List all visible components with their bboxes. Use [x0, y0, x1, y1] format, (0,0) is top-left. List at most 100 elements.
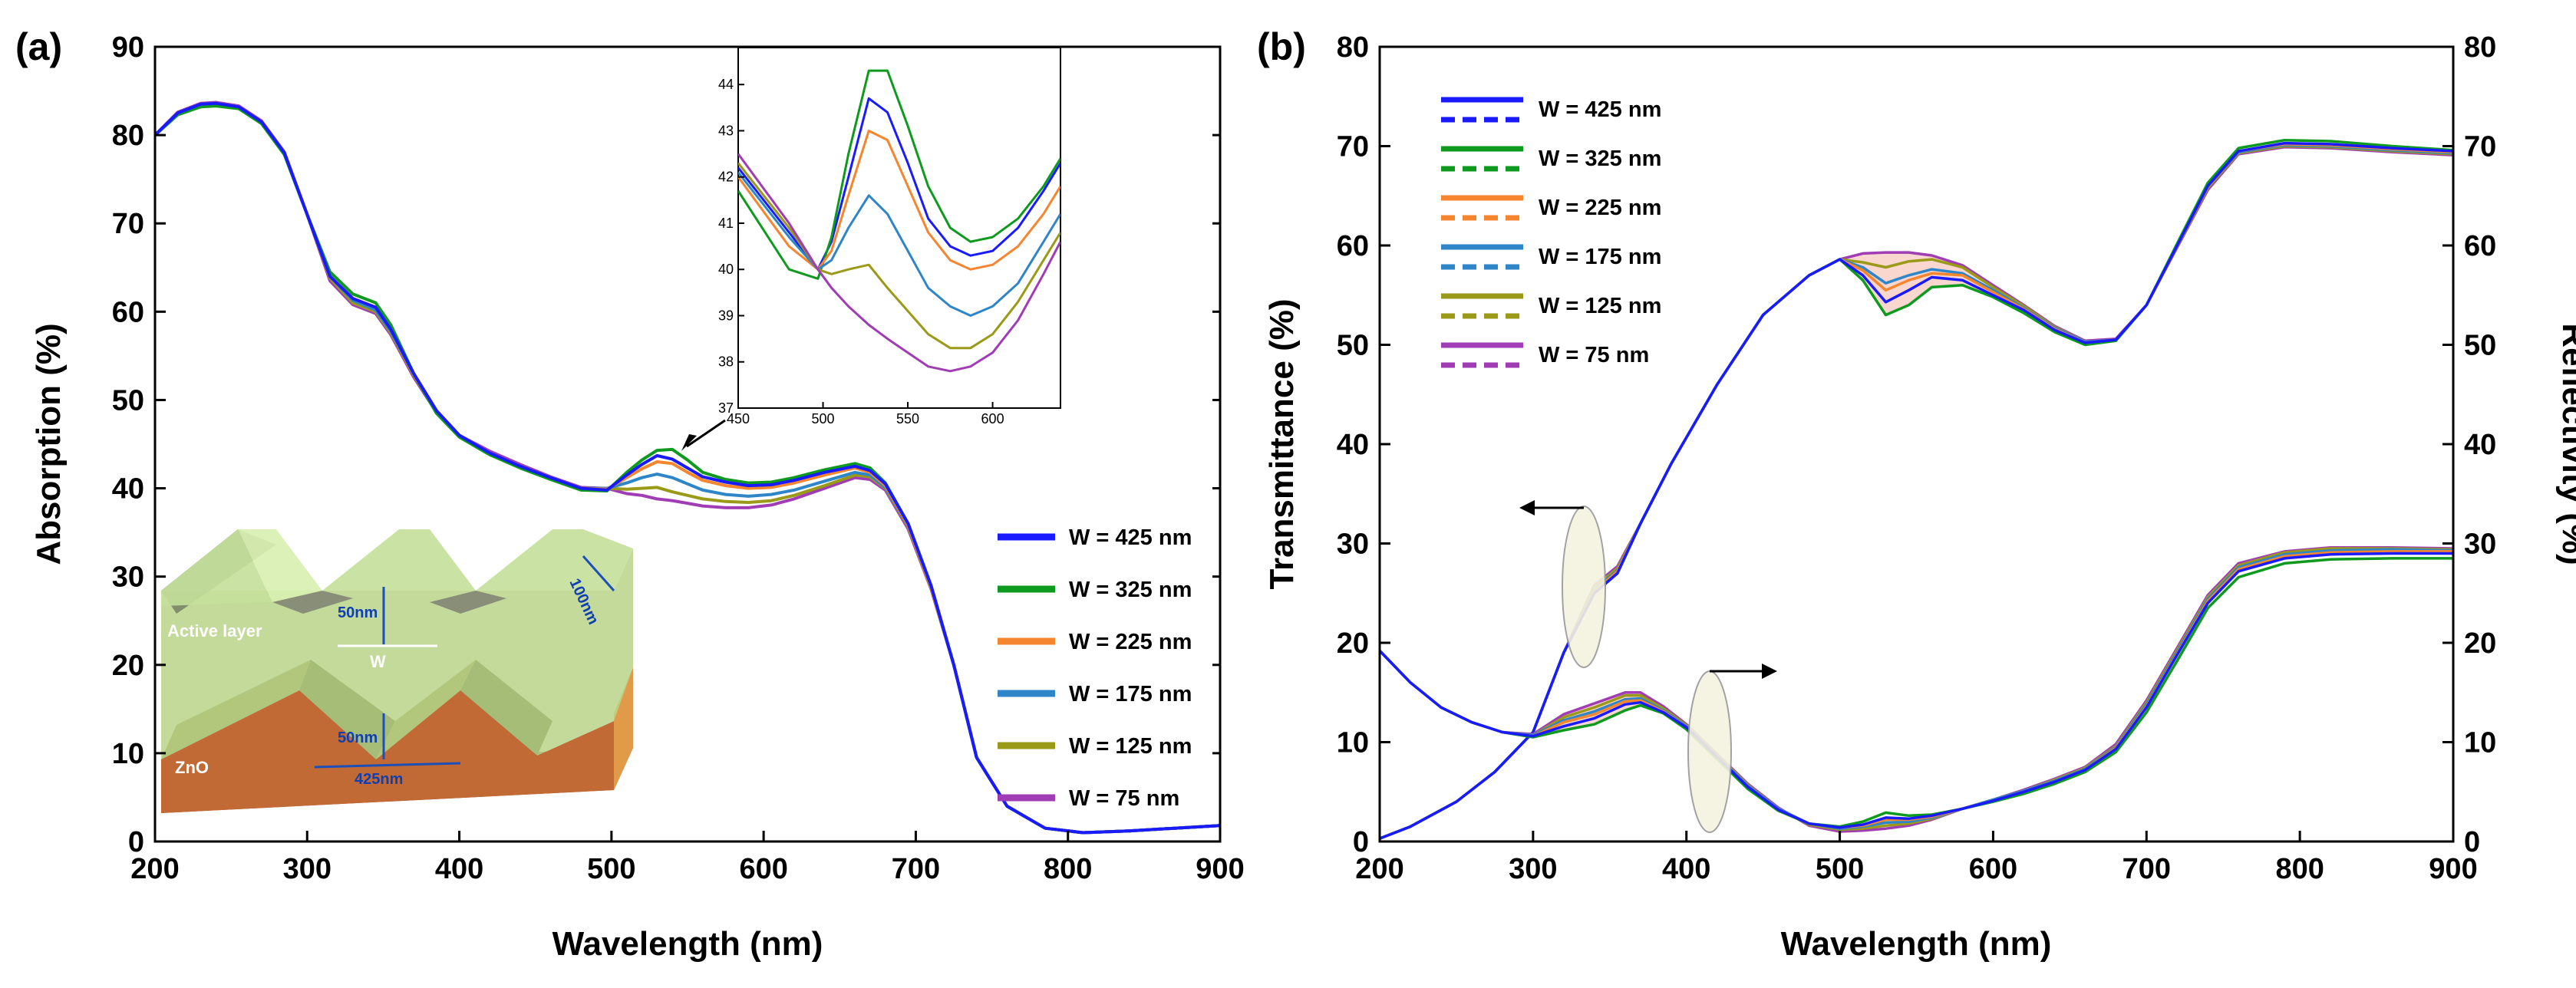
active-layer-ridge-3 — [476, 529, 633, 591]
legend-label-a-w-125-nm: W = 125 nm — [1069, 734, 1192, 759]
reflectivity-line-w-75-nm — [1380, 545, 2453, 833]
legend-label-b-w-325-nm: W = 325 nm — [1539, 147, 1661, 171]
y-tick-label-a: 80 — [112, 120, 144, 152]
inset-x-tick-label: 600 — [981, 411, 1004, 426]
active-layer-ridge-1 — [161, 529, 272, 606]
inset-series-line-w-75-nm — [738, 153, 1060, 373]
y-tick-label-a: 40 — [112, 473, 144, 506]
y-tick-label-a: 10 — [112, 738, 144, 770]
x-axis-title-a: Wavelength (nm) — [552, 925, 823, 963]
legend-label-a-w-325-nm: W = 325 nm — [1069, 578, 1192, 602]
y2-tick-label-b: 30 — [2464, 529, 2496, 561]
y-tick-label-a: 60 — [112, 296, 144, 328]
inset-pointer-arrowhead — [681, 434, 697, 451]
y-tick-label-a: 90 — [112, 31, 144, 64]
inset-ticks: 450 500 550 600 37 38 39 40 41 42 43 44 — [718, 77, 1004, 426]
x-tick-label-b: 600 — [1969, 853, 2017, 885]
y-tick-label-b: 20 — [1337, 627, 1369, 660]
inset-series-line-w-425-nm — [738, 97, 1060, 271]
active-layer-label: Active layer — [167, 621, 262, 641]
x-tick-label-a: 700 — [892, 853, 940, 885]
zno-side-face — [614, 667, 633, 790]
reflectivity-ellipse — [1687, 670, 1732, 833]
y-tick-label-b: 80 — [1337, 31, 1369, 64]
panel-a-label: (a) — [15, 25, 62, 68]
inset-series-line-w-125-nm — [738, 162, 1060, 350]
x-tick-label-a: 800 — [1044, 853, 1092, 885]
y2-tick-label-b: 80 — [2464, 31, 2496, 64]
legend-label-a-w-425-nm: W = 425 nm — [1069, 525, 1192, 550]
y2-axis-title-b: Reflectivity (%) — [2555, 323, 2576, 565]
inset-series-line-w-175-nm — [738, 171, 1060, 317]
legend-label-a-w-175-nm: W = 175 nm — [1069, 682, 1192, 706]
height-bottom-label: 50nm — [338, 729, 378, 746]
x-tick-label-b: 800 — [2275, 853, 2324, 885]
y-axis-title-a: Absorption (%) — [30, 323, 68, 565]
inset-pointer-arrow — [686, 419, 726, 448]
y-tick-label-a: 20 — [112, 650, 144, 682]
y2-tick-label-b: 0 — [2464, 826, 2480, 858]
inset-y-tick-label: 39 — [718, 308, 734, 323]
x-tick-label-b: 500 — [1816, 853, 1864, 885]
legend-label-b-w-225-nm: W = 225 nm — [1539, 196, 1661, 220]
y2-tick-label-b: 60 — [2464, 230, 2496, 262]
x-tick-label-a: 200 — [130, 853, 179, 885]
transmittance-ellipse — [1562, 506, 1606, 668]
zno-label: ZnO — [175, 758, 209, 777]
y-tick-label-a: 0 — [128, 826, 144, 858]
inset-y-tick-label: 42 — [718, 170, 734, 185]
inset-y-tick-label: 43 — [718, 123, 734, 138]
w-label: W — [370, 652, 386, 671]
y-tick-label-a: 30 — [112, 562, 144, 594]
inset-y-tick-label: 40 — [718, 262, 734, 277]
panel-b-label: (b) — [1257, 25, 1306, 68]
active-layer-valley-1 — [272, 591, 353, 614]
x-tick-label-b: 400 — [1662, 853, 1710, 885]
reflectivity-line-w-325-nm — [1380, 557, 2453, 828]
x-tick-label-b: 200 — [1355, 853, 1403, 885]
legend-label-a-w-225-nm: W = 225 nm — [1069, 630, 1192, 654]
x-tick-label-b: 300 — [1509, 853, 1557, 885]
height-top-label: 50nm — [338, 604, 378, 621]
y-tick-label-b: 30 — [1337, 529, 1369, 561]
period-arrow — [314, 762, 461, 769]
x-tick-label-a: 600 — [739, 853, 787, 885]
legend-a: W = 425 nm W = 325 nm W = 225 nm W = 175 nm… — [998, 525, 1192, 811]
y-tick-label-b: 60 — [1337, 230, 1369, 262]
series-line-a-w-425-nm — [155, 101, 1220, 835]
active-layer-ridge-1b — [238, 529, 322, 602]
reflectivity-line-w-425-nm — [1380, 552, 2453, 829]
inset-curves — [738, 69, 1060, 373]
x-tick-label-b: 900 — [2429, 853, 2477, 885]
legend-b: W = 425 nm W = 325 nm W = 225 nm W = 175 nm… — [1441, 97, 1661, 368]
inset-y-tick-label: 44 — [718, 77, 734, 92]
zno-body — [161, 690, 614, 813]
inset-y-tick-label: 41 — [718, 216, 734, 231]
plot-frame-a — [153, 45, 1222, 843]
y-tick-label-a: 50 — [112, 384, 144, 417]
y-tick-label-b: 50 — [1337, 330, 1369, 362]
y-tick-label-b: 0 — [1353, 826, 1369, 858]
side-arrow — [582, 555, 615, 591]
reflectivity-line-w-225-nm — [1380, 550, 2453, 829]
inset-chart: 450 500 550 600 37 38 39 40 41 42 43 44 — [681, 47, 1061, 451]
y2-tick-label-b: 70 — [2464, 131, 2496, 163]
x-tick-label-a: 300 — [283, 853, 331, 885]
x-axis-title-b: Wavelength (nm) — [1781, 925, 2052, 963]
y-tick-label-b: 70 — [1337, 131, 1369, 163]
transmittance-arrowhead — [1519, 500, 1535, 515]
y2-tick-label-b: 20 — [2464, 627, 2496, 660]
axes-a: 200 300 400 500 600 700 800 900 0 10 20 30 40 50 60 70 8… — [112, 31, 1245, 885]
legend-label-b-w-425-nm: W = 425 nm — [1539, 97, 1661, 122]
panel-a: (a) Active layer W 50nm — [15, 25, 1245, 963]
reflectivity-line-w-175-nm — [1380, 548, 2453, 830]
transmittance-shaded-band — [1839, 252, 2024, 315]
y2-tick-label-b: 50 — [2464, 330, 2496, 362]
y-tick-label-a: 70 — [112, 208, 144, 240]
active-layer-valley-2 — [430, 591, 506, 614]
reflectivity-arrowhead — [1762, 664, 1777, 679]
reflectivity-line-w-125-nm — [1380, 547, 2453, 832]
